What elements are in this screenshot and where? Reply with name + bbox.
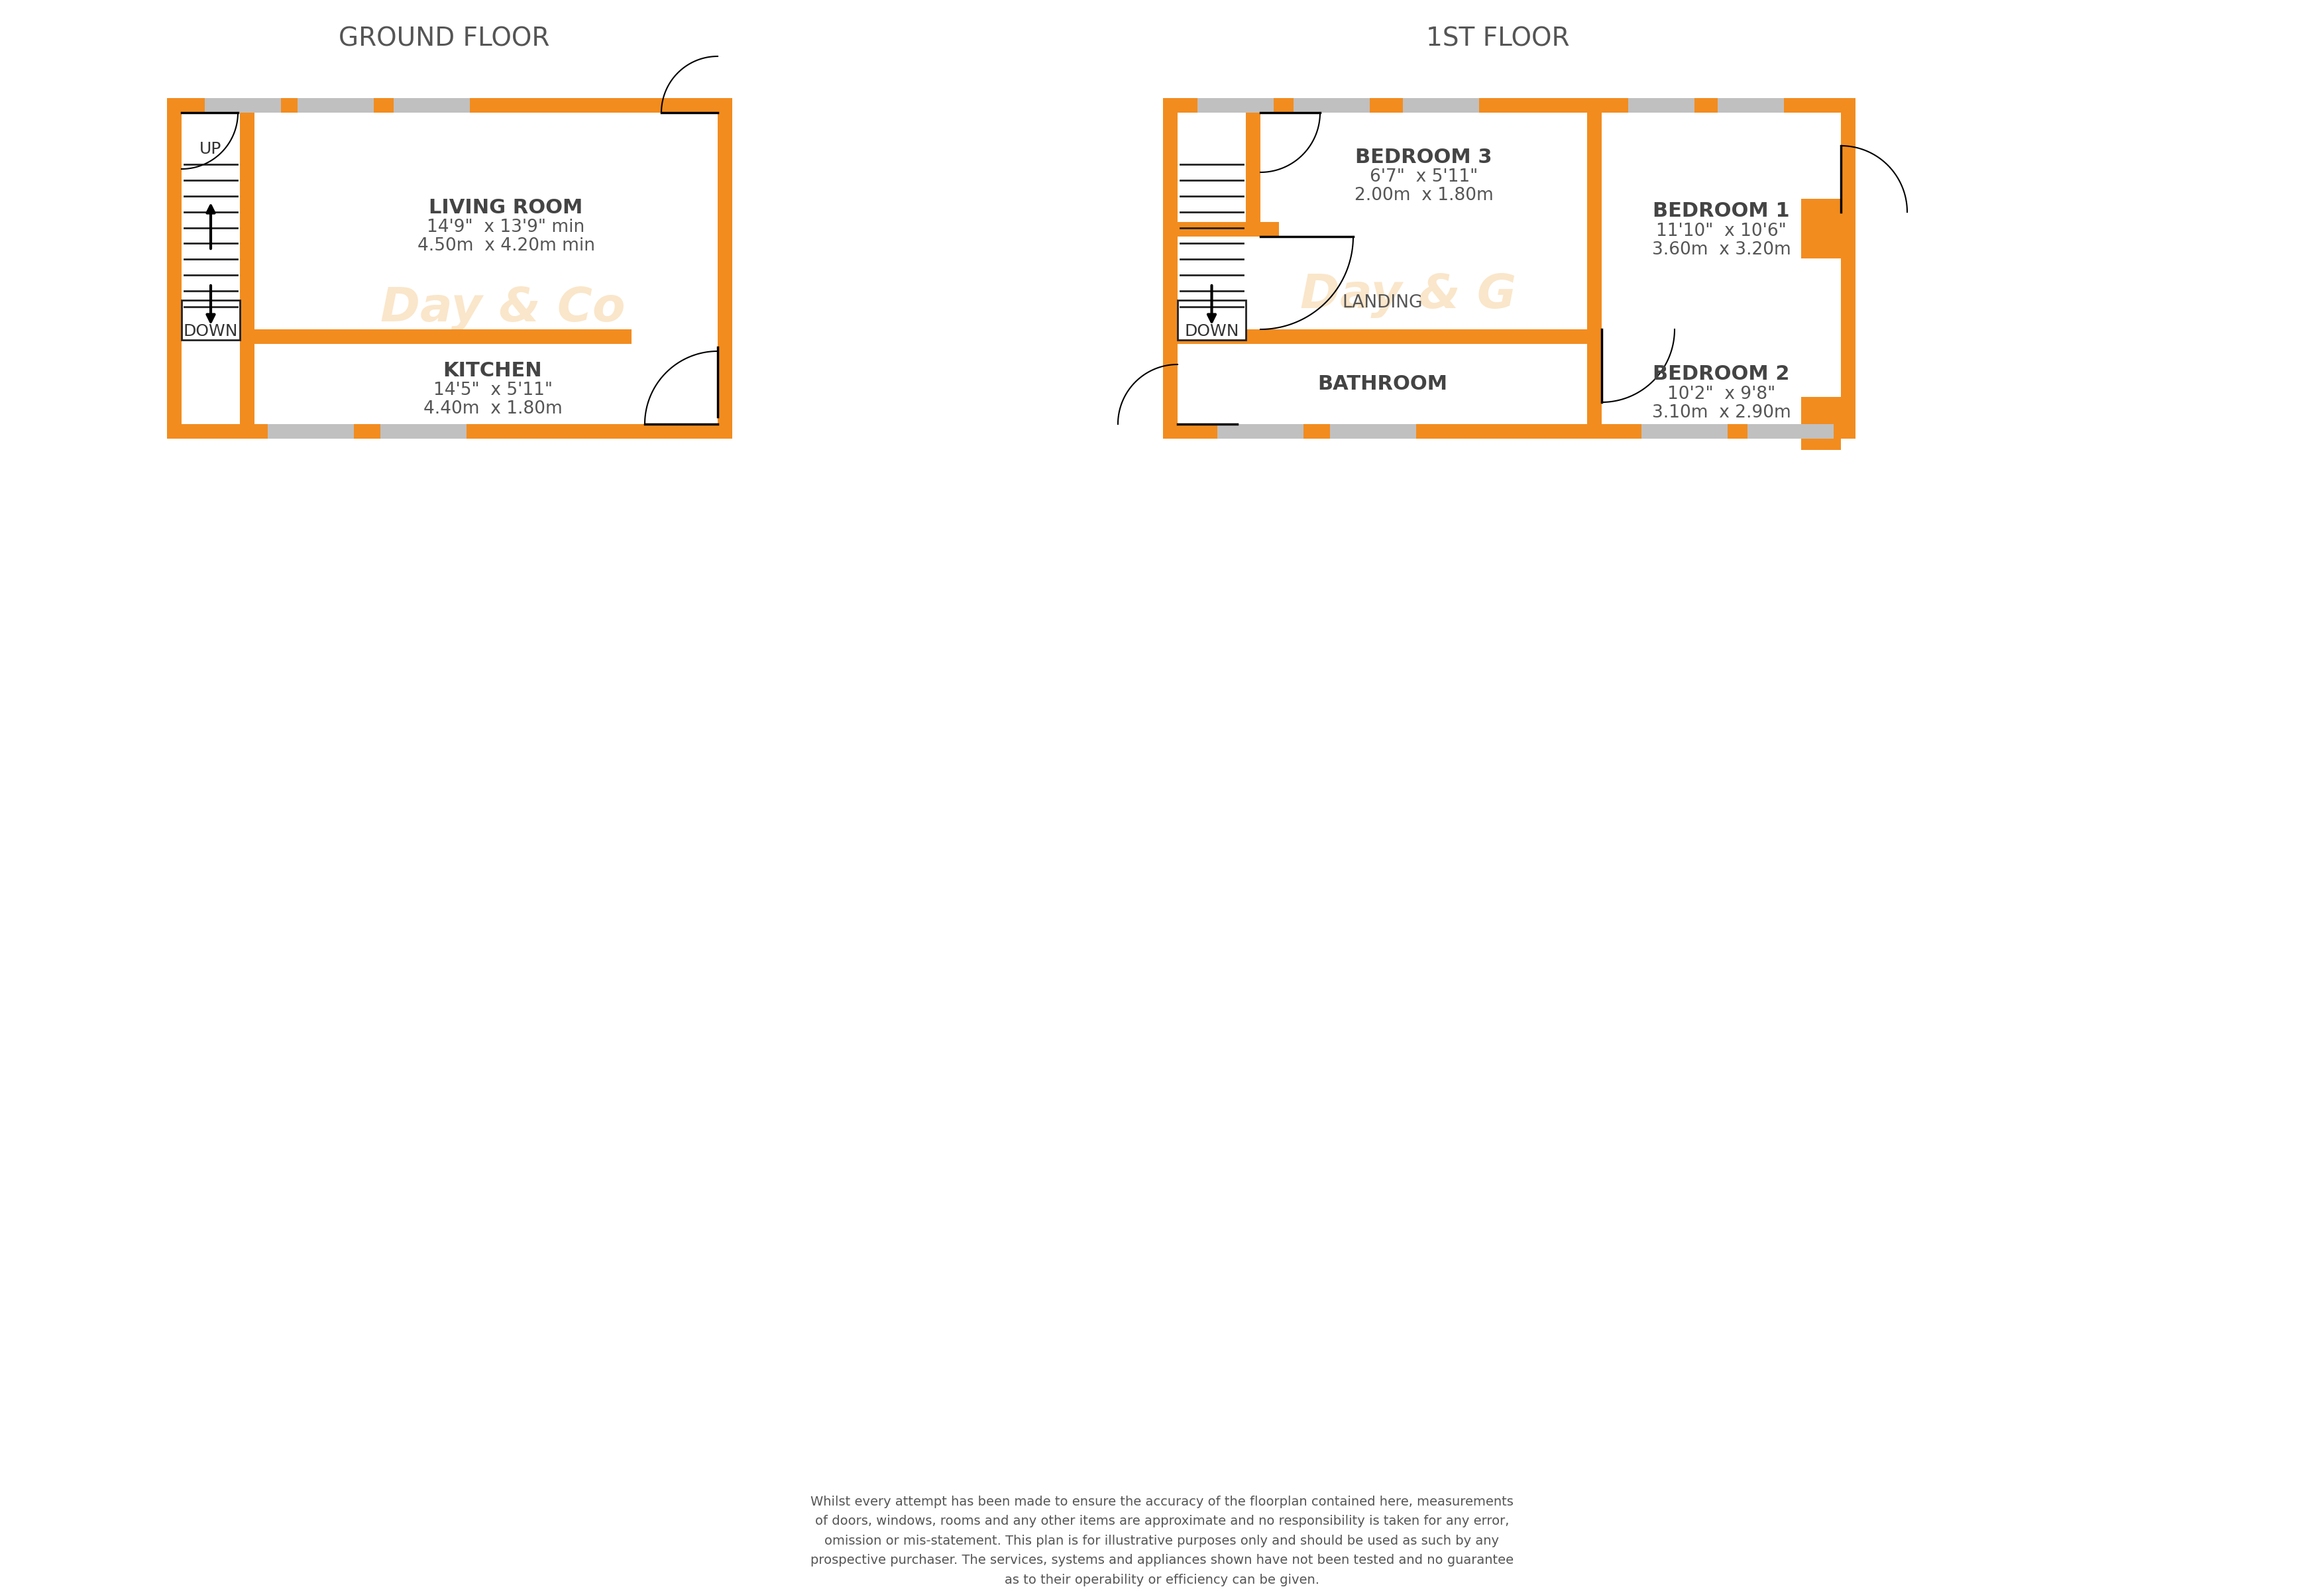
- Bar: [1629, 99, 1694, 113]
- Bar: [1587, 113, 1601, 424]
- Text: 14'9"  x 13'9" min: 14'9" x 13'9" min: [428, 218, 586, 236]
- Bar: [1178, 221, 1278, 237]
- Bar: [1218, 424, 1304, 438]
- Text: 3.10m  x 2.90m: 3.10m x 2.90m: [1652, 405, 1792, 421]
- Bar: [1404, 99, 1478, 113]
- Bar: [1178, 330, 1587, 344]
- Text: KITCHEN: KITCHEN: [444, 362, 541, 381]
- Bar: [381, 424, 467, 438]
- Text: BEDROOM 1: BEDROOM 1: [1652, 201, 1789, 221]
- Text: DOWN: DOWN: [1185, 323, 1239, 339]
- Bar: [181, 299, 239, 339]
- Bar: [1178, 299, 1246, 339]
- Bar: [1162, 424, 1855, 438]
- Text: 11'10"  x 10'6": 11'10" x 10'6": [1657, 223, 1787, 239]
- Bar: [1717, 99, 1785, 113]
- Bar: [1246, 113, 1260, 237]
- Text: Whilst every attempt has been made to ensure the accuracy of the floorplan conta: Whilst every attempt has been made to en…: [811, 1496, 1513, 1593]
- Text: DOWN: DOWN: [184, 323, 237, 339]
- Bar: [1841, 99, 1855, 438]
- Bar: [1329, 424, 1415, 438]
- Text: GROUND FLOOR: GROUND FLOOR: [339, 25, 548, 51]
- Text: 4.40m  x 1.80m: 4.40m x 1.80m: [423, 400, 562, 417]
- Bar: [1801, 397, 1841, 449]
- Bar: [1178, 299, 1246, 339]
- Bar: [1801, 199, 1841, 258]
- Bar: [167, 424, 732, 438]
- Text: 3.60m  x 3.20m: 3.60m x 3.20m: [1652, 241, 1792, 258]
- Text: LIVING ROOM: LIVING ROOM: [430, 198, 583, 217]
- Bar: [167, 99, 181, 438]
- Text: 2.00m  x 1.80m: 2.00m x 1.80m: [1355, 188, 1494, 204]
- Bar: [393, 99, 469, 113]
- Bar: [253, 330, 632, 344]
- Bar: [1162, 99, 1855, 113]
- Text: 1ST FLOOR: 1ST FLOOR: [1427, 25, 1569, 51]
- Bar: [297, 99, 374, 113]
- Text: 4.50m  x 4.20m min: 4.50m x 4.20m min: [416, 237, 595, 255]
- Bar: [718, 99, 732, 438]
- Bar: [239, 113, 253, 424]
- Text: 6'7"  x 5'11": 6'7" x 5'11": [1369, 169, 1478, 186]
- Bar: [181, 327, 239, 341]
- Bar: [1294, 99, 1369, 113]
- Text: Day & G: Day & G: [1299, 272, 1515, 317]
- Bar: [1197, 99, 1274, 113]
- Text: BEDROOM 2: BEDROOM 2: [1652, 365, 1789, 384]
- Text: LANDING: LANDING: [1341, 295, 1422, 312]
- Bar: [1162, 99, 1178, 438]
- Text: BATHROOM: BATHROOM: [1318, 374, 1448, 393]
- Bar: [267, 424, 353, 438]
- Bar: [1748, 424, 1834, 438]
- Bar: [181, 299, 239, 339]
- Bar: [205, 99, 281, 113]
- Text: Day & Co: Day & Co: [381, 285, 625, 331]
- Bar: [1641, 424, 1727, 438]
- Text: BEDROOM 3: BEDROOM 3: [1355, 148, 1492, 167]
- Text: UP: UP: [200, 142, 221, 158]
- Bar: [167, 99, 732, 113]
- Text: 14'5"  x 5'11": 14'5" x 5'11": [432, 382, 553, 400]
- Text: 10'2"  x 9'8": 10'2" x 9'8": [1666, 386, 1776, 403]
